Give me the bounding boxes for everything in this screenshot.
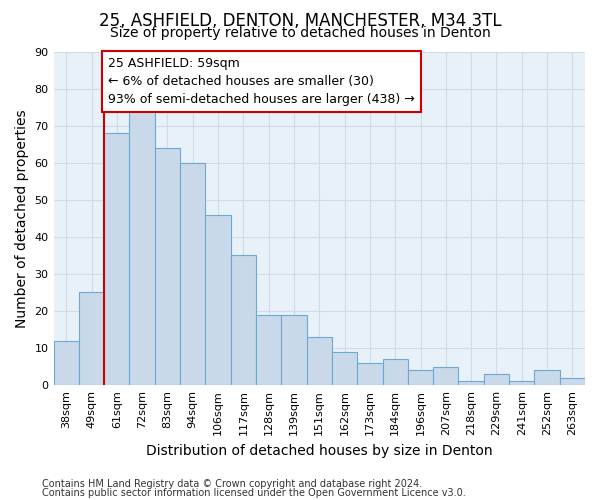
Bar [256,314,281,385]
Text: Size of property relative to detached houses in Denton: Size of property relative to detached ho… [110,26,490,40]
Bar [560,378,585,385]
Bar [130,111,155,385]
Bar [484,374,509,385]
Bar [357,363,383,385]
Bar [332,352,357,385]
Bar [230,256,256,385]
Text: 25, ASHFIELD, DENTON, MANCHESTER, M34 3TL: 25, ASHFIELD, DENTON, MANCHESTER, M34 3T… [98,12,502,30]
Bar [535,370,560,385]
X-axis label: Distribution of detached houses by size in Denton: Distribution of detached houses by size … [146,444,493,458]
Bar [307,337,332,385]
Y-axis label: Number of detached properties: Number of detached properties [15,109,29,328]
Text: 25 ASHFIELD: 59sqm
← 6% of detached houses are smaller (30)
93% of semi-detached: 25 ASHFIELD: 59sqm ← 6% of detached hous… [108,57,415,106]
Bar [509,382,535,385]
Bar [281,314,307,385]
Bar [104,133,130,385]
Bar [458,382,484,385]
Bar [79,292,104,385]
Bar [205,214,230,385]
Text: Contains HM Land Registry data © Crown copyright and database right 2024.: Contains HM Land Registry data © Crown c… [42,479,422,489]
Bar [433,366,458,385]
Bar [408,370,433,385]
Bar [53,340,79,385]
Text: Contains public sector information licensed under the Open Government Licence v3: Contains public sector information licen… [42,488,466,498]
Bar [383,359,408,385]
Bar [180,162,205,385]
Bar [155,148,180,385]
